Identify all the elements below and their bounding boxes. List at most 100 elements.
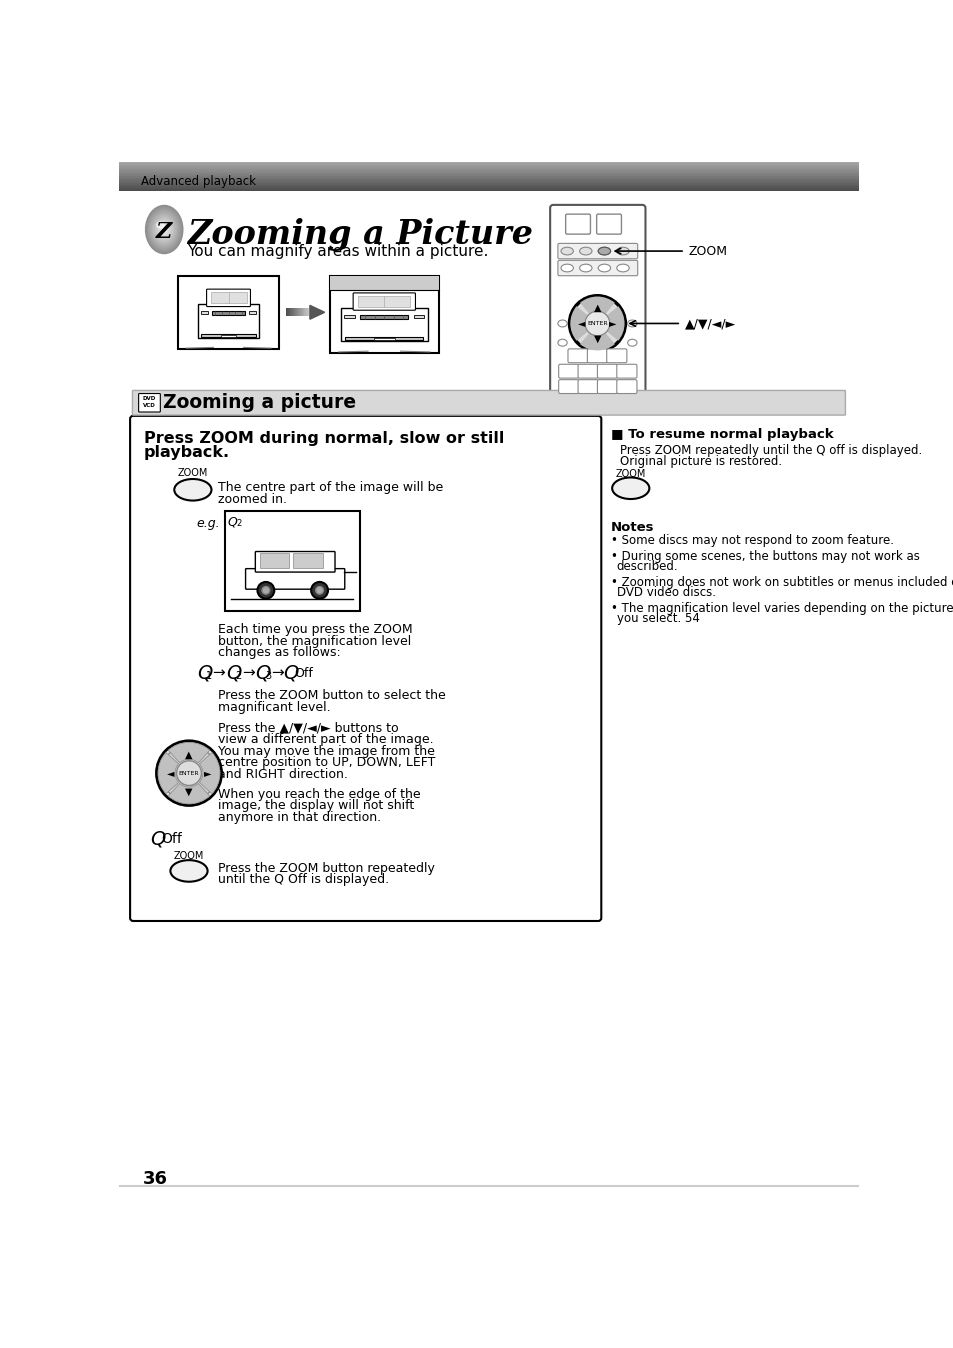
Bar xyxy=(330,276,438,353)
Wedge shape xyxy=(607,306,624,341)
Circle shape xyxy=(262,586,270,594)
Ellipse shape xyxy=(163,229,165,231)
Bar xyxy=(293,554,322,568)
Text: The centre part of the image will be: The centre part of the image will be xyxy=(218,480,443,493)
Circle shape xyxy=(311,582,328,599)
Bar xyxy=(374,338,395,340)
Ellipse shape xyxy=(598,247,610,255)
Ellipse shape xyxy=(154,217,174,243)
Text: →: → xyxy=(241,666,254,681)
Ellipse shape xyxy=(171,860,208,882)
Text: centre position to UP, DOWN, LEFT: centre position to UP, DOWN, LEFT xyxy=(218,756,436,770)
Text: →: → xyxy=(212,666,225,681)
Text: • Zooming does not work on subtitles or menus included on: • Zooming does not work on subtitles or … xyxy=(610,576,953,589)
FancyBboxPatch shape xyxy=(255,551,335,572)
Text: →: → xyxy=(271,666,284,681)
FancyBboxPatch shape xyxy=(597,364,617,379)
Ellipse shape xyxy=(154,217,173,241)
Ellipse shape xyxy=(156,220,172,240)
Text: ZOOM: ZOOM xyxy=(173,851,204,860)
Text: ▲/▼/◄/►: ▲/▼/◄/► xyxy=(684,317,736,330)
Text: Q: Q xyxy=(196,663,212,682)
FancyBboxPatch shape xyxy=(617,380,637,394)
Text: You may move the image from the: You may move the image from the xyxy=(218,744,435,758)
Text: Notes: Notes xyxy=(610,520,654,534)
Ellipse shape xyxy=(149,209,179,249)
Text: Press the ZOOM button to select the: Press the ZOOM button to select the xyxy=(218,689,446,702)
Ellipse shape xyxy=(612,477,649,499)
FancyBboxPatch shape xyxy=(207,288,251,306)
Ellipse shape xyxy=(617,247,629,255)
Ellipse shape xyxy=(150,212,178,248)
Wedge shape xyxy=(168,783,210,803)
Circle shape xyxy=(569,295,624,352)
Ellipse shape xyxy=(174,479,212,500)
Polygon shape xyxy=(310,306,324,319)
Circle shape xyxy=(161,745,216,801)
Ellipse shape xyxy=(162,228,166,232)
Bar xyxy=(198,305,258,337)
FancyBboxPatch shape xyxy=(138,394,160,412)
Text: VCD: VCD xyxy=(143,403,155,408)
Text: ▲: ▲ xyxy=(593,303,600,313)
Bar xyxy=(260,554,289,568)
Bar xyxy=(414,314,424,318)
Ellipse shape xyxy=(579,247,592,255)
FancyBboxPatch shape xyxy=(132,391,844,415)
Bar xyxy=(201,334,255,337)
Ellipse shape xyxy=(627,340,637,346)
Ellipse shape xyxy=(152,213,176,245)
Wedge shape xyxy=(158,752,178,794)
Ellipse shape xyxy=(153,216,174,244)
Text: changes as follows:: changes as follows: xyxy=(218,646,341,659)
Text: ZOOM: ZOOM xyxy=(688,244,727,257)
Circle shape xyxy=(315,586,323,594)
Text: until the Q Off is displayed.: until the Q Off is displayed. xyxy=(218,874,389,886)
Text: • Some discs may not respond to zoom feature.: • Some discs may not respond to zoom fea… xyxy=(610,534,893,547)
Text: described.: described. xyxy=(617,559,678,573)
FancyBboxPatch shape xyxy=(558,260,637,276)
Text: Zooming a picture: Zooming a picture xyxy=(162,394,355,412)
Wedge shape xyxy=(199,752,220,794)
FancyBboxPatch shape xyxy=(558,244,637,259)
FancyBboxPatch shape xyxy=(353,293,415,310)
Ellipse shape xyxy=(617,264,629,272)
Ellipse shape xyxy=(147,208,181,252)
Text: Advanced playback: Advanced playback xyxy=(141,174,255,187)
FancyBboxPatch shape xyxy=(578,364,598,379)
Text: Press ZOOM repeatedly until the Q off is displayed.: Press ZOOM repeatedly until the Q off is… xyxy=(619,443,922,457)
Bar xyxy=(224,511,360,612)
Circle shape xyxy=(156,741,221,806)
Text: ►: ► xyxy=(204,768,212,778)
Ellipse shape xyxy=(152,214,175,244)
Text: 1: 1 xyxy=(206,671,212,681)
Text: anymore in that direction.: anymore in that direction. xyxy=(218,811,381,824)
Text: and RIGHT direction.: and RIGHT direction. xyxy=(218,768,348,780)
Text: image, the display will not shift: image, the display will not shift xyxy=(218,799,415,813)
Ellipse shape xyxy=(156,222,164,228)
Text: Off: Off xyxy=(161,832,182,845)
Text: Press ZOOM during normal, slow or still: Press ZOOM during normal, slow or still xyxy=(144,431,504,446)
Text: Press the ▲/▼/◄/► buttons to: Press the ▲/▼/◄/► buttons to xyxy=(218,721,398,735)
Text: ▼: ▼ xyxy=(593,334,600,344)
FancyBboxPatch shape xyxy=(606,349,626,363)
Text: ZOOM: ZOOM xyxy=(177,468,208,477)
Text: Press the ZOOM button repeatedly: Press the ZOOM button repeatedly xyxy=(218,861,435,875)
Ellipse shape xyxy=(146,205,183,253)
Bar xyxy=(340,307,427,341)
Text: Off: Off xyxy=(294,666,313,679)
Text: Q: Q xyxy=(226,663,241,682)
Text: you select. 54: you select. 54 xyxy=(617,612,699,625)
Ellipse shape xyxy=(560,264,573,272)
FancyBboxPatch shape xyxy=(617,364,637,379)
FancyBboxPatch shape xyxy=(558,364,578,379)
Text: ◄: ◄ xyxy=(167,768,174,778)
Ellipse shape xyxy=(158,222,170,236)
Ellipse shape xyxy=(161,225,167,233)
Text: zoomed in.: zoomed in. xyxy=(218,493,287,506)
Text: 2: 2 xyxy=(235,671,241,681)
FancyBboxPatch shape xyxy=(558,380,578,394)
Text: • The magnification level varies depending on the picture size: • The magnification level varies dependi… xyxy=(610,603,953,615)
Text: • During some scenes, the buttons may not work as: • During some scenes, the buttons may no… xyxy=(610,550,919,563)
Ellipse shape xyxy=(157,221,171,239)
